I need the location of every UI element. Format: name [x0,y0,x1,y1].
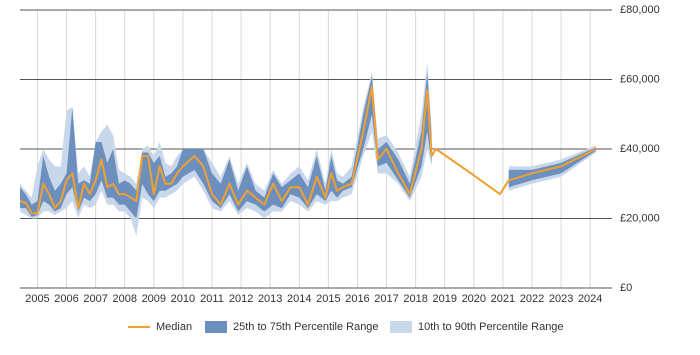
x-tick-label: 2019 [432,293,456,305]
x-tick-label: 2006 [54,293,78,305]
y-tick-label: £60,000 [620,73,660,85]
x-tick-label: 2024 [578,293,602,305]
x-tick-label: 2016 [345,293,369,305]
x-tick-label: 2017 [374,293,398,305]
x-tick-label: 2008 [112,293,136,305]
x-tick-label: 2012 [229,293,253,305]
x-tick-label: 2020 [462,293,486,305]
x-tick-label: 2015 [316,293,340,305]
legend-swatch [205,321,227,333]
x-tick-label: 2022 [520,293,544,305]
y-tick-label: £0 [620,282,632,294]
x-tick-label: 2023 [549,293,573,305]
y-tick-label: £20,000 [620,212,660,224]
percentile-band [508,147,596,188]
y-tick-label: £80,000 [620,4,660,16]
x-tick-label: 2009 [142,293,166,305]
x-tick-label: 2007 [83,293,107,305]
x-tick-label: 2018 [403,293,427,305]
legend-label: 25th to 75th Percentile Range [233,321,379,333]
legend-label: Median [156,321,192,333]
x-tick-label: 2010 [171,293,195,305]
y-tick-label: £40,000 [620,143,660,155]
x-tick-label: 2014 [287,293,311,305]
legend-label: 10th to 90th Percentile Range [418,321,564,333]
x-tick-label: 2005 [25,293,49,305]
legend-swatch [390,321,412,333]
x-tick-label: 2011 [200,293,224,305]
x-tick-label: 2021 [491,293,515,305]
median-line [19,85,597,215]
x-tick-label: 2013 [258,293,282,305]
